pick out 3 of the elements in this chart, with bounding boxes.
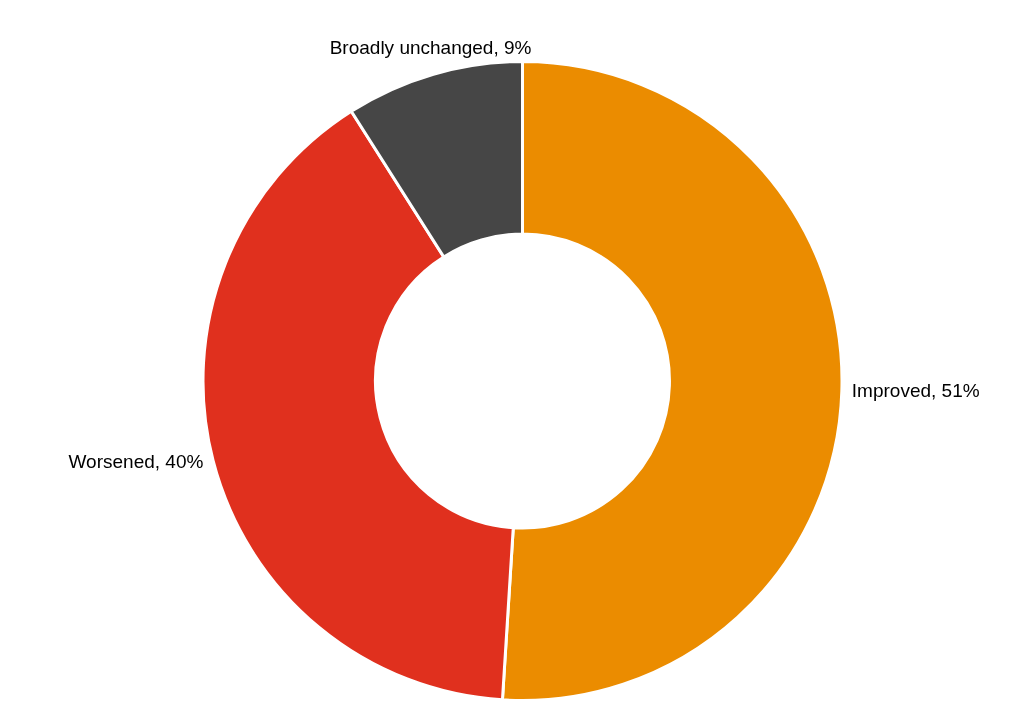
slice-label: Worsened, 40% (68, 451, 204, 473)
slice-label: Improved, 51% (851, 379, 980, 401)
slice-label: Broadly unchanged, 9% (329, 37, 532, 59)
